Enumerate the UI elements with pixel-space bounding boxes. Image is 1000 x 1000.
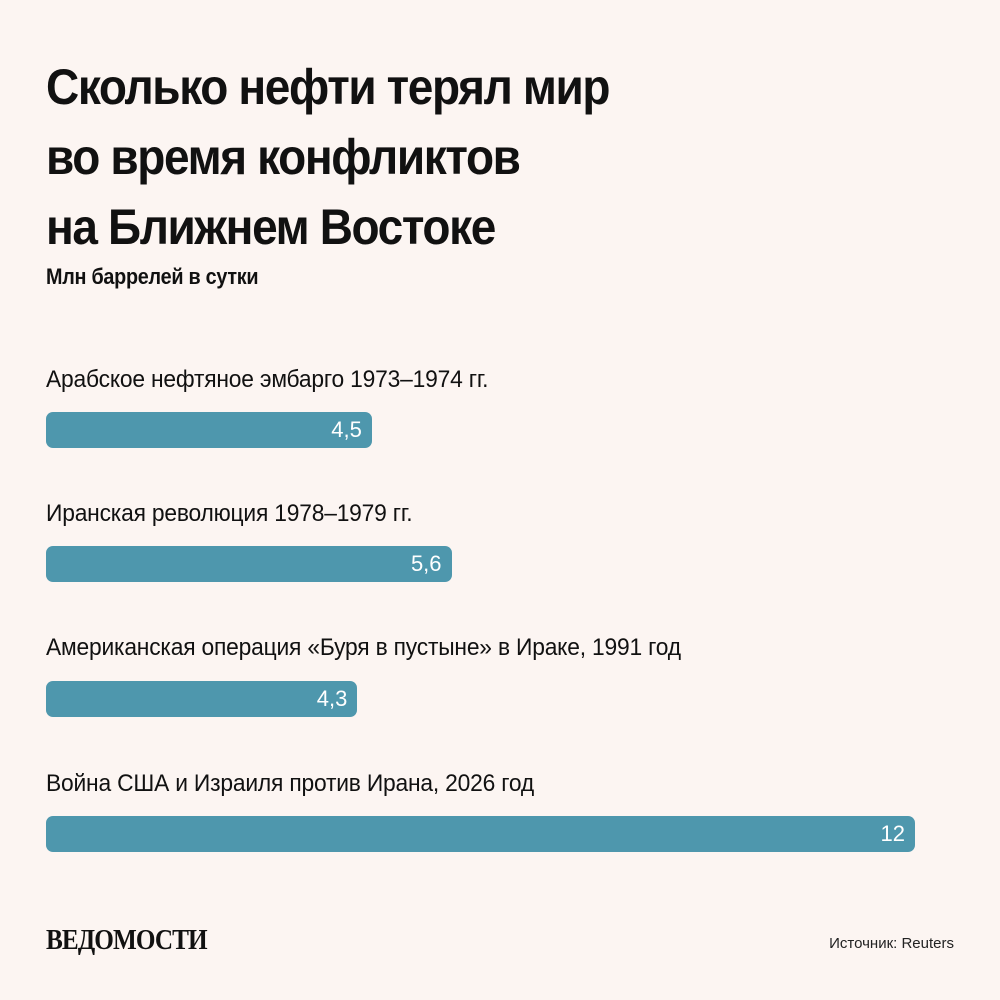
row-label-desert-storm: Американская операция «Буря в пустыне» в…	[46, 634, 681, 661]
bar-value: 12	[880, 821, 905, 846]
bar-desert-storm: 4,3	[46, 681, 358, 717]
bar-value: 5,6	[410, 551, 442, 576]
bar-iranian-revolution: 5,6	[46, 546, 452, 582]
chart-subtitle: Млн баррелей в сутки	[46, 264, 259, 289]
chart-title: Сколько нефти терял мир во время конфлик…	[46, 52, 874, 262]
row-label-iran-war-2026: Война США и Израиля против Ирана, 2026 г…	[46, 770, 535, 797]
title-line-1: Сколько нефти терял мир	[46, 59, 610, 115]
source-note: Источник: Reuters	[829, 935, 954, 952]
vedomosti-logo: ВЕДОМОСТИ	[46, 925, 208, 956]
title-line-2: во время конфликтов	[46, 129, 521, 185]
title-line-3: на Ближнем Востоке	[46, 199, 496, 255]
bar-arab-embargo: 4,5	[46, 412, 372, 448]
bar-value: 4,3	[316, 686, 348, 711]
row-label-iranian-revolution: Иранская революция 1978–1979 гг.	[46, 500, 413, 527]
bar-iran-war-2026: 12	[46, 816, 915, 852]
bar-value: 4,5	[331, 417, 362, 442]
row-label-arab-embargo: Арабское нефтяное эмбарго 1973–1974 гг.	[46, 366, 489, 393]
